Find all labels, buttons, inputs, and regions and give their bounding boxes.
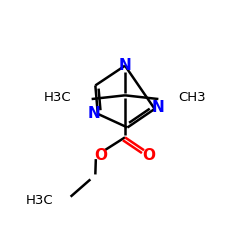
Text: N: N (119, 58, 132, 73)
Text: O: O (143, 148, 156, 163)
Text: N: N (152, 100, 164, 115)
Text: H3C: H3C (26, 194, 53, 207)
Text: CH3: CH3 (178, 91, 206, 104)
Text: N: N (88, 106, 101, 121)
Text: H3C: H3C (44, 91, 72, 104)
Text: O: O (94, 148, 107, 163)
